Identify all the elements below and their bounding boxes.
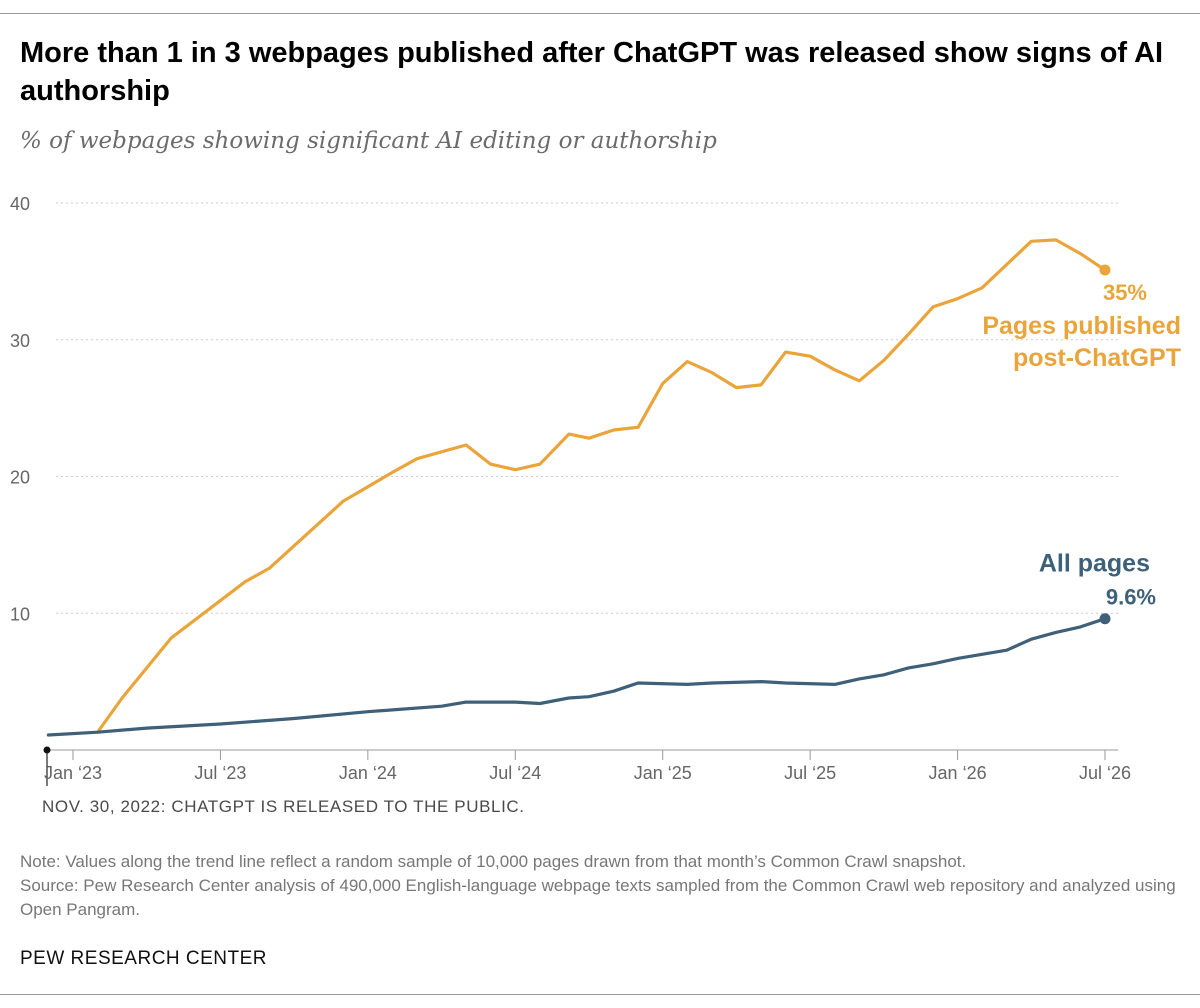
label-layer: 35% Pages published post-ChatGPT All pages 9… xyxy=(982,280,1181,610)
x-axis: Jan ‘23 Jul ‘23 Jan ‘24 Jul ‘24 Jan ‘25 Jul ‘… xyxy=(43,746,1131,786)
y-tick-label: 20 xyxy=(10,468,30,488)
release-marker-dot xyxy=(43,746,51,754)
pew-research-center-logo: PEW RESEARCH CENTER xyxy=(20,948,268,969)
post-chatgpt-line xyxy=(96,238,1107,734)
post-chatgpt-value-label: 35% xyxy=(1103,280,1147,305)
grid-layer: 10 20 30 40 xyxy=(10,194,1118,624)
chart-note: Note: Values along the trend line reflec… xyxy=(20,850,1190,922)
top-rule xyxy=(0,13,1200,14)
x-tick-label: Jul ‘24 xyxy=(489,763,541,783)
all-pages-end-marker xyxy=(1099,613,1111,625)
source-text: Source: Pew Research Center analysis of … xyxy=(20,876,1176,919)
x-tick-label: Jul ‘23 xyxy=(194,763,246,783)
series-layer xyxy=(46,238,1111,737)
y-tick-label: 10 xyxy=(10,604,30,624)
chatgpt-release-annotation: NOV. 30, 2022: CHATGPT IS RELEASED TO TH… xyxy=(42,797,525,816)
note-text: Note: Values along the trend line reflec… xyxy=(20,852,967,871)
all-pages-line xyxy=(46,617,1107,737)
chart-title: More than 1 in 3 webpages published afte… xyxy=(20,37,1164,107)
x-tick-label: Jan ‘25 xyxy=(634,763,692,783)
x-tick-label: Jul ‘26 xyxy=(1079,763,1131,783)
post-chatgpt-series-label: Pages published xyxy=(982,312,1181,340)
x-tick-label: Jul ‘25 xyxy=(784,763,836,783)
all-pages-series-label: All pages xyxy=(1039,550,1150,578)
post-chatgpt-end-marker xyxy=(1099,264,1111,276)
x-tick-label: Jan ‘23 xyxy=(44,763,102,783)
all-pages-value-label: 9.6% xyxy=(1106,585,1156,610)
chart-subtitle: % of webpages showing significant AI edi… xyxy=(20,128,717,154)
y-tick-label: 30 xyxy=(10,331,30,351)
post-chatgpt-series-label: post-ChatGPT xyxy=(1013,344,1181,372)
x-tick-label: Jan ‘26 xyxy=(929,763,987,783)
bottom-rule xyxy=(0,994,1200,995)
x-tick-label: Jan ‘24 xyxy=(339,763,397,783)
y-tick-label: 40 xyxy=(10,194,30,214)
